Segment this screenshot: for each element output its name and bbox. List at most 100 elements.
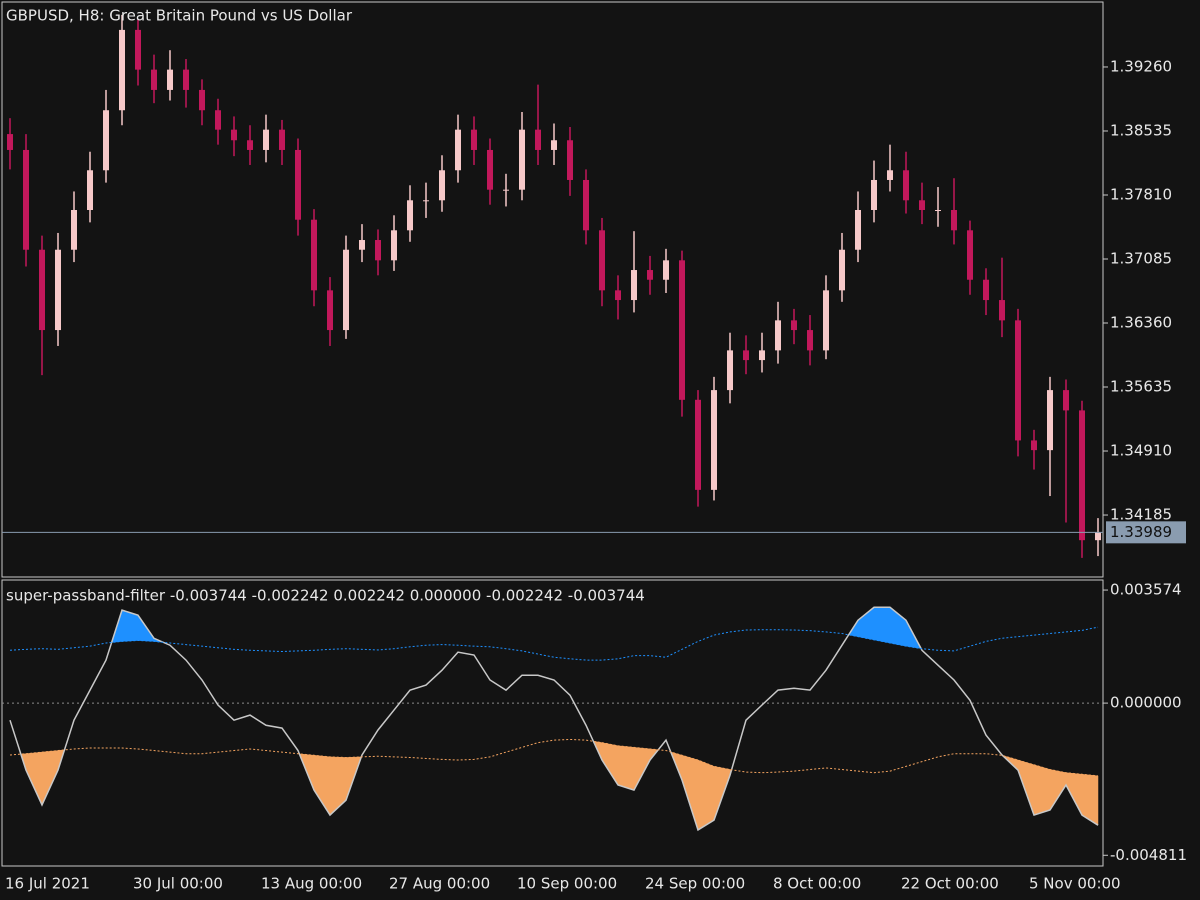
band-fill	[329, 756, 347, 816]
candle-body	[695, 399, 701, 490]
chart-title: GBPUSD, H8: Great Britain Pound vs US Do…	[6, 7, 353, 25]
candle-body	[711, 390, 717, 490]
band-fill	[1065, 772, 1083, 816]
candle-body	[423, 200, 429, 202]
last-price-box	[1106, 521, 1186, 544]
candle-body	[39, 249, 45, 331]
candle-body	[983, 279, 989, 301]
indicator-panel	[1, 579, 1104, 867]
x-tick-label: 24 Sep 00:00	[645, 875, 745, 893]
band-fill	[857, 606, 875, 641]
candle-body	[807, 330, 813, 351]
candle-body	[247, 140, 253, 150]
x-tick-label: 13 Aug 00:00	[261, 875, 362, 893]
band-line	[9, 738, 1099, 777]
candle-body	[599, 230, 605, 291]
candle-body	[103, 110, 109, 171]
candle-body	[215, 110, 221, 130]
candle-body	[311, 219, 317, 291]
candle-body	[7, 134, 13, 150]
band-fill	[633, 747, 651, 791]
candle-body	[743, 350, 749, 361]
candle-body	[295, 149, 301, 220]
candle-body	[615, 290, 621, 301]
candle-body	[407, 200, 413, 231]
candle-body	[535, 129, 541, 150]
candle-body	[1015, 320, 1021, 441]
candle-body	[1031, 440, 1037, 451]
candle-body	[199, 89, 205, 111]
y-tick-label: 1.39260	[1110, 57, 1172, 75]
candle-body	[71, 209, 77, 250]
candle-body	[279, 129, 285, 150]
x-tick-label: 16 Jul 2021	[5, 875, 90, 893]
candle-body	[951, 209, 957, 231]
candle-body	[871, 179, 877, 210]
candle-body	[439, 170, 445, 201]
price-panel	[1, 1, 1104, 578]
x-tick-label: 5 Nov 00:00	[1029, 875, 1121, 893]
band-line	[9, 626, 1099, 661]
candle-body	[759, 350, 765, 361]
candle-body	[23, 149, 29, 250]
x-tick-label: 27 Aug 00:00	[389, 875, 490, 893]
y-tick-label: 1.37810	[1110, 185, 1172, 203]
candle-body	[343, 249, 349, 331]
candle-body	[151, 69, 157, 90]
candle-body	[647, 270, 653, 280]
candle-body	[727, 350, 733, 391]
band-fill	[681, 754, 699, 831]
candle-body	[775, 320, 781, 351]
y-tick-label: 0.003574	[1110, 581, 1182, 599]
candle-body	[183, 69, 189, 90]
candle-body	[87, 170, 93, 210]
candle-body	[791, 320, 797, 331]
candle-body	[167, 69, 173, 90]
indicator-title: super-passband-filter -0.003744 -0.00224…	[6, 587, 645, 605]
x-tick-label: 10 Sep 00:00	[517, 875, 617, 893]
y-tick-label: -0.004811	[1110, 846, 1187, 864]
filter-line	[9, 606, 1099, 832]
candle-body	[503, 189, 509, 191]
candle-body	[663, 260, 669, 280]
y-tick-label: 1.35635	[1110, 378, 1172, 396]
candle-body	[903, 170, 909, 201]
marks: 1.39260 1.38535 1.37810 1.37085 1.36360 1.356…	[2, 14, 1187, 893]
last-price-label: 1.33989	[1110, 523, 1172, 541]
y-tick-label: 1.36360	[1110, 314, 1172, 332]
x-tick-label: 22 Oct 00:00	[901, 875, 999, 893]
band-fill	[1081, 773, 1099, 826]
band-fill	[697, 759, 715, 831]
band-fill	[25, 751, 43, 806]
candle-body	[823, 290, 829, 351]
candle-body	[135, 29, 141, 70]
candle-body	[327, 290, 333, 331]
candle-body	[679, 260, 685, 400]
candle-body	[919, 200, 925, 210]
candle-body	[471, 129, 477, 150]
candle-body	[999, 300, 1005, 321]
candle-body	[1095, 532, 1101, 541]
candle-body	[55, 249, 61, 331]
candle-body	[391, 230, 397, 261]
x-tick-label: 30 Jul 00:00	[133, 875, 223, 893]
candle-body	[455, 129, 461, 171]
band-fill	[1033, 764, 1051, 816]
candle-body	[855, 209, 861, 250]
x-tick-label: 8 Oct 00:00	[773, 875, 861, 893]
candle-body	[967, 230, 973, 280]
candle-body	[263, 129, 269, 150]
candle-body	[519, 129, 525, 190]
candle-body	[231, 129, 237, 141]
candle-body	[551, 140, 557, 150]
candle-body	[375, 240, 381, 261]
y-tick-label: 1.34185	[1110, 506, 1172, 524]
y-tick-label: 0.000000	[1110, 694, 1182, 712]
candle-body	[1063, 390, 1069, 411]
candle-body	[359, 240, 365, 250]
candle-body	[583, 179, 589, 231]
candle-body	[487, 149, 493, 190]
band-fill	[873, 607, 891, 644]
